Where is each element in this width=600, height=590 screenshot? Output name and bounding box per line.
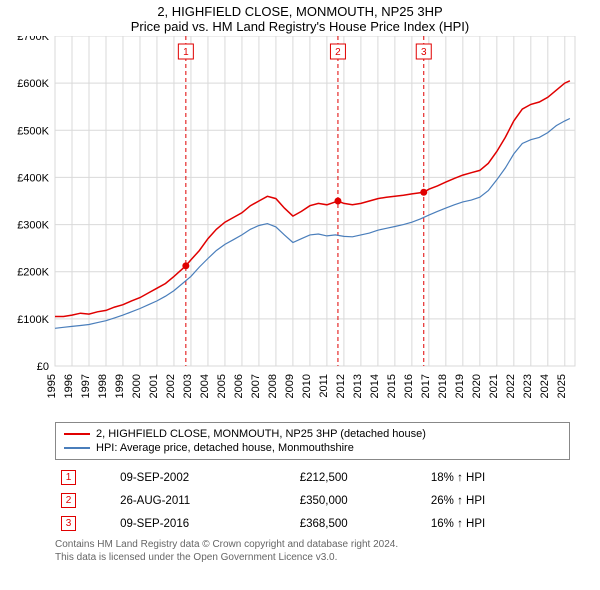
legend-label-property: 2, HIGHFIELD CLOSE, MONMOUTH, NP25 3HP (… [96,428,426,440]
y-tick-label: £0 [37,361,49,373]
x-tick-label: 2014 [369,374,381,398]
series-hpi [55,119,570,329]
chart-sale-marker-label: 2 [335,47,341,58]
legend-swatch-hpi [64,447,90,449]
legend: 2, HIGHFIELD CLOSE, MONMOUTH, NP25 3HP (… [55,422,570,460]
sale-delta: 16% ↑ HPI [425,512,570,535]
footer-line-1: Contains HM Land Registry data © Crown c… [55,539,570,552]
x-tick-label: 2020 [471,374,483,398]
title-block: 2, HIGHFIELD CLOSE, MONMOUTH, NP25 3HP P… [0,0,600,36]
x-tick-label: 2025 [556,374,568,398]
sale-dot [420,189,427,196]
legend-item-hpi: HPI: Average price, detached house, Monm… [64,441,561,455]
x-tick-label: 2021 [488,374,500,398]
chart-subtitle: Price paid vs. HM Land Registry's House … [0,19,600,34]
chart-sale-marker-label: 1 [183,47,189,58]
legend-label-hpi: HPI: Average price, detached house, Monm… [96,442,354,454]
x-tick-label: 2012 [335,374,347,398]
x-tick-label: 2023 [522,374,534,398]
y-tick-label: £200K [17,267,49,279]
x-tick-label: 2008 [267,374,279,398]
sale-price: £368,500 [294,512,425,535]
x-tick-label: 2009 [284,374,296,398]
sale-marker-2: 2 [61,493,76,508]
x-tick-label: 2015 [386,374,398,398]
y-tick-label: £600K [17,78,49,90]
sale-date: 09-SEP-2002 [114,466,294,489]
x-tick-label: 2024 [539,374,551,398]
x-tick-label: 2011 [318,374,330,398]
sales-table: 1 09-SEP-2002 £212,500 18% ↑ HPI 2 26-AU… [55,466,570,535]
x-tick-label: 2006 [233,374,245,398]
sale-date: 09-SEP-2016 [114,512,294,535]
table-row: 3 09-SEP-2016 £368,500 16% ↑ HPI [55,512,570,535]
legend-item-property: 2, HIGHFIELD CLOSE, MONMOUTH, NP25 3HP (… [64,427,561,441]
x-tick-label: 1998 [97,374,109,398]
footer-line-2: This data is licensed under the Open Gov… [55,552,570,565]
x-tick-label: 2019 [454,374,466,398]
series-property [55,81,570,317]
table-row: 1 09-SEP-2002 £212,500 18% ↑ HPI [55,466,570,489]
y-tick-label: £100K [17,314,49,326]
x-tick-label: 2001 [148,374,160,398]
x-tick-label: 1995 [46,374,58,398]
x-tick-label: 1996 [63,374,75,398]
x-tick-label: 2013 [352,374,364,398]
x-tick-label: 2007 [250,374,262,398]
chart-svg: £0 £100K £200K £300K £400K £500K £600K £700K 199… [0,36,600,416]
sale-dot [334,198,341,205]
y-tick-label: £500K [17,125,49,137]
x-tick-label: 2003 [182,374,194,398]
x-tick-label: 2018 [437,374,449,398]
x-tick-label: 2005 [216,374,228,398]
x-tick-label: 2016 [403,374,415,398]
y-tick-label: £300K [17,220,49,232]
sale-marker-3: 3 [61,516,76,531]
sale-price: £212,500 [294,466,425,489]
x-tick-label: 1997 [80,374,92,398]
table-row: 2 26-AUG-2011 £350,000 26% ↑ HPI [55,489,570,512]
footer: Contains HM Land Registry data © Crown c… [55,539,570,564]
x-tick-label: 2017 [420,374,432,398]
sale-date: 26-AUG-2011 [114,489,294,512]
y-tick-label: £400K [17,172,49,184]
sale-marker-1: 1 [61,470,76,485]
x-tick-label: 2000 [131,374,143,398]
sale-price: £350,000 [294,489,425,512]
x-tick-label: 2010 [301,374,313,398]
x-tick-label: 2022 [505,374,517,398]
x-tick-label: 2004 [199,374,211,398]
sale-delta: 18% ↑ HPI [425,466,570,489]
chart-title: 2, HIGHFIELD CLOSE, MONMOUTH, NP25 3HP [0,4,600,19]
sale-delta: 26% ↑ HPI [425,489,570,512]
legend-swatch-property [64,433,90,435]
y-tick-label: £700K [17,36,49,43]
x-tick-label: 2002 [165,374,177,398]
chart-sale-marker-label: 3 [421,47,427,58]
sale-dot [182,262,189,269]
chart-area: £0 £100K £200K £300K £400K £500K £600K £700K 199… [0,36,600,416]
x-tick-label: 1999 [114,374,126,398]
